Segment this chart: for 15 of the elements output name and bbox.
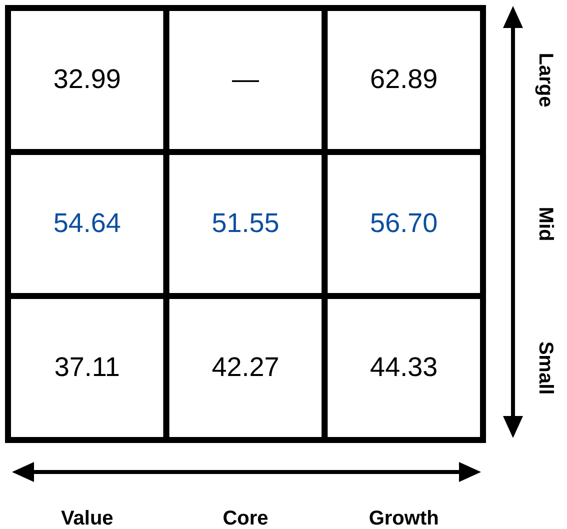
data-label: 44.33 <box>370 352 438 382</box>
x-tick-label: Core <box>222 508 268 529</box>
x-tick-label: Value <box>61 508 114 529</box>
data-label: 54.64 <box>53 208 121 238</box>
data-label: 62.89 <box>370 64 438 94</box>
text: — <box>232 64 259 94</box>
data-label: 51.55 <box>212 208 280 238</box>
x-tick-label: Growth <box>368 508 439 529</box>
y-tick-label: Small <box>534 341 556 395</box>
y-tick-label: Large <box>534 52 556 108</box>
data-label: 37.11 <box>54 352 120 382</box>
data-label: 56.70 <box>370 208 438 238</box>
data-label: 42.27 <box>212 352 280 382</box>
data-label: 32.99 <box>53 64 121 94</box>
y-tick-label: Mid <box>534 206 556 242</box>
